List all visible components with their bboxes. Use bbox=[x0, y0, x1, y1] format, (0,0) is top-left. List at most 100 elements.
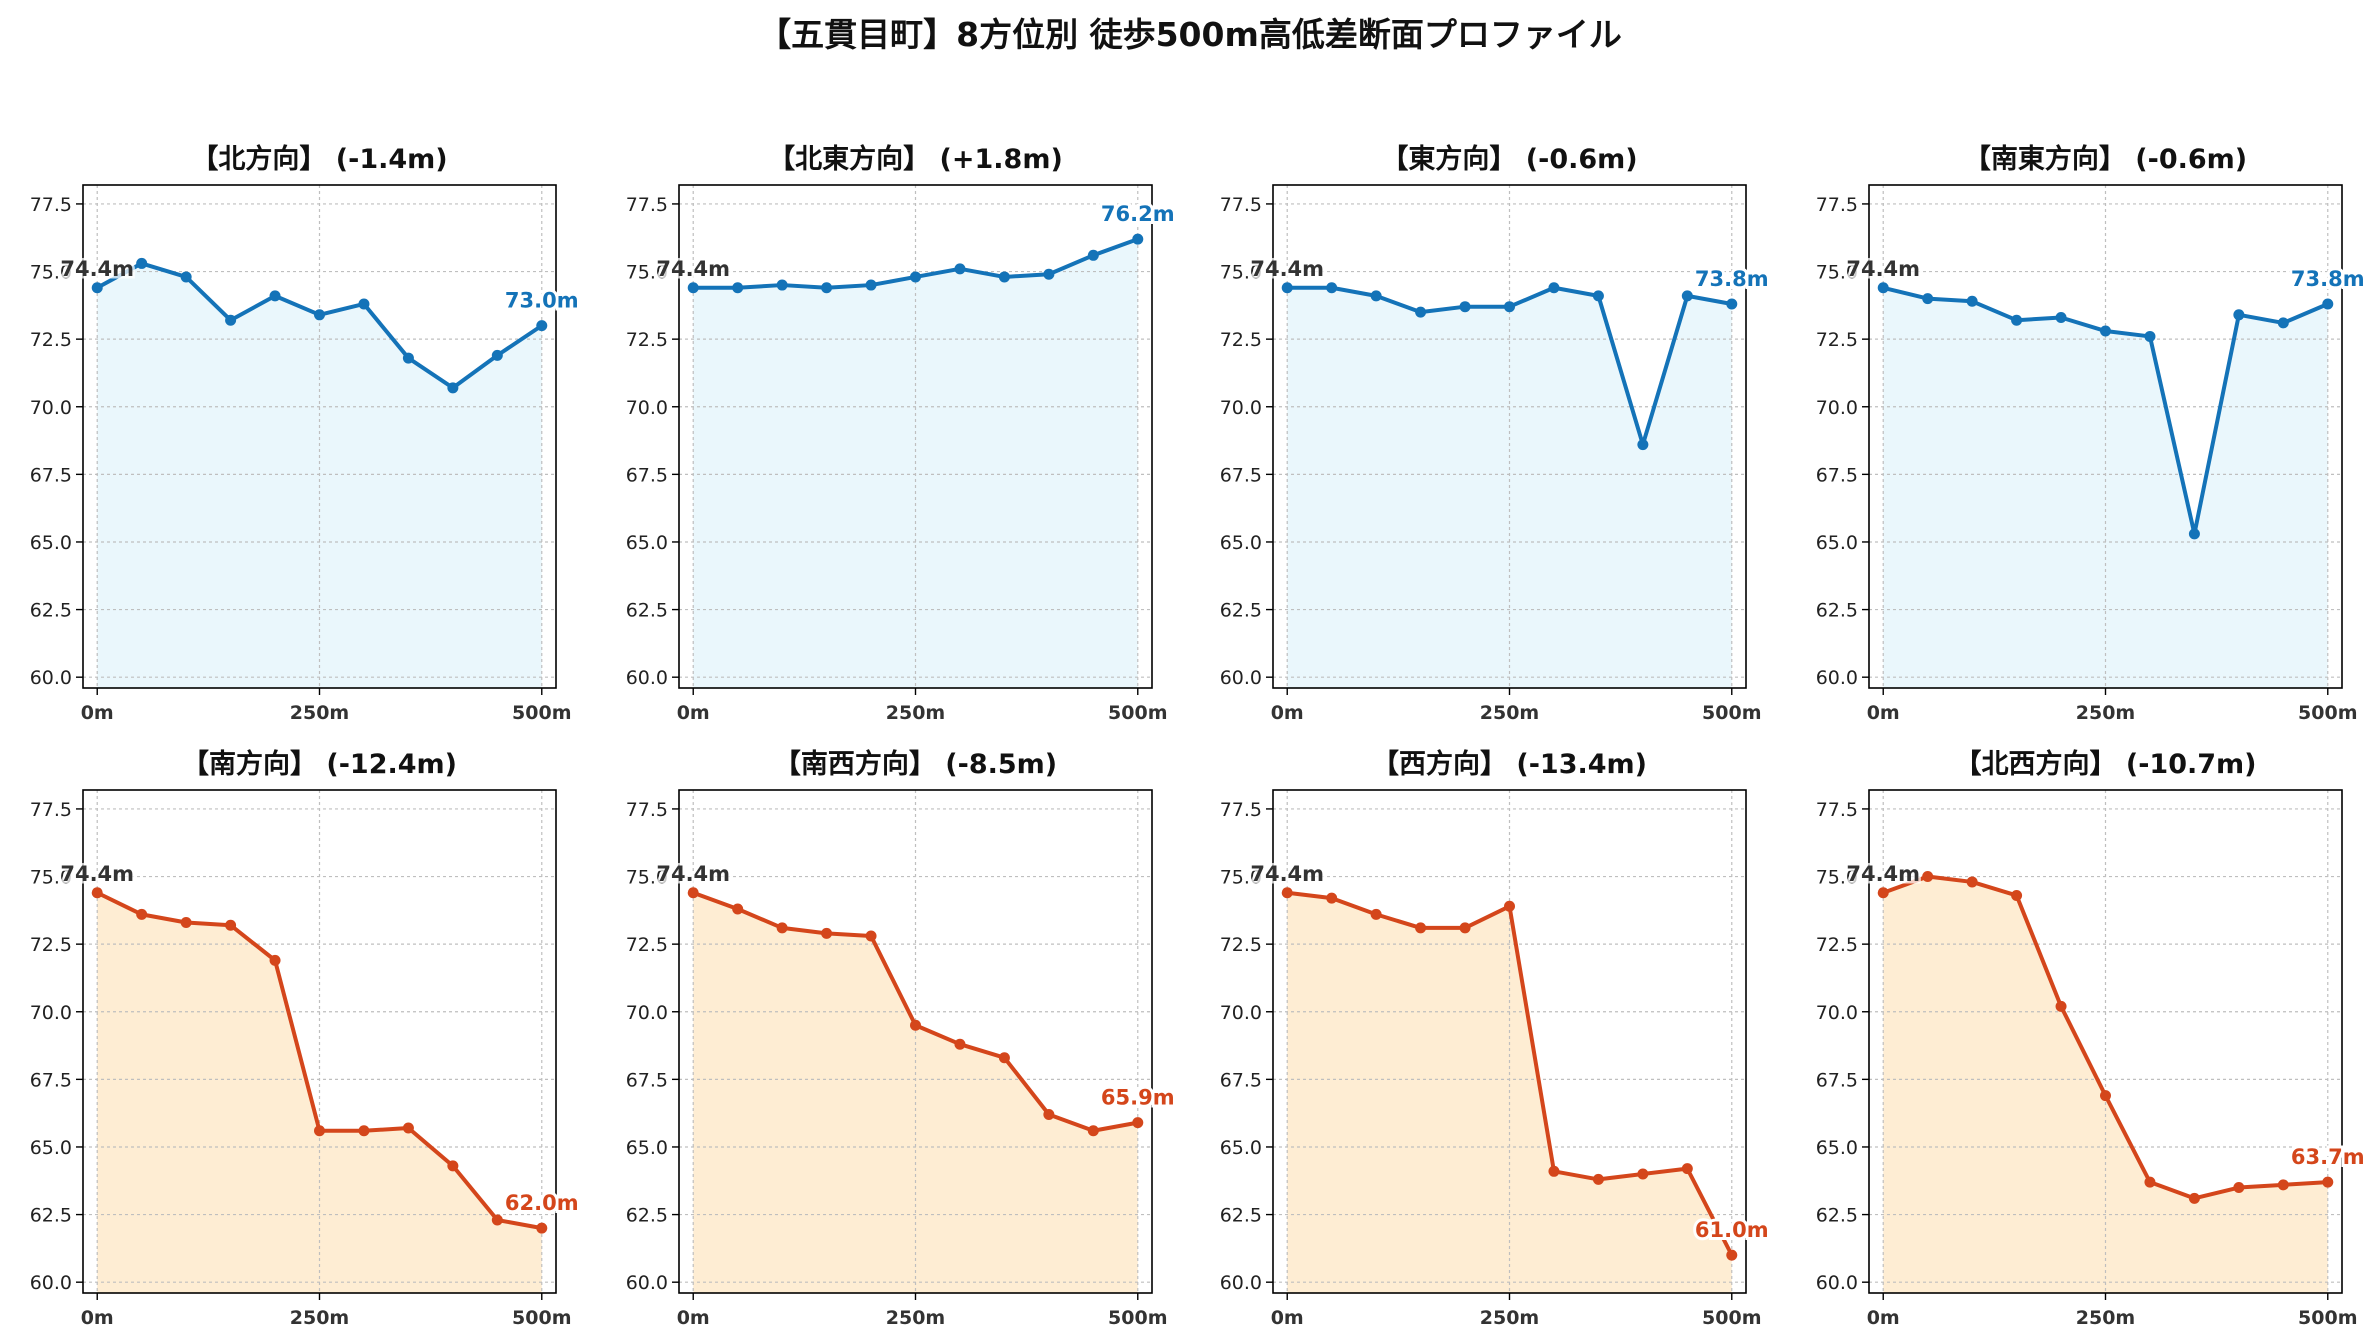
x-tick-label: 0m bbox=[81, 1307, 114, 1329]
data-point bbox=[269, 954, 281, 966]
y-tick-label: 77.5 bbox=[1220, 799, 1262, 821]
y-tick-label: 67.5 bbox=[626, 464, 668, 486]
x-tick-label: 250m bbox=[290, 702, 349, 724]
y-tick-label: 67.5 bbox=[30, 464, 72, 486]
plot-frame bbox=[1868, 789, 2343, 1294]
y-tick-label: 62.5 bbox=[1816, 600, 1858, 622]
y-tick-label: 70.0 bbox=[30, 1002, 72, 1024]
y-tick-label: 72.5 bbox=[30, 329, 72, 351]
data-point bbox=[180, 917, 192, 929]
data-point bbox=[1637, 439, 1649, 451]
y-tick-label: 77.5 bbox=[30, 799, 72, 821]
data-point bbox=[1592, 290, 1604, 302]
y-tick-label: 72.5 bbox=[30, 934, 72, 956]
y-tick-label: 60.0 bbox=[1816, 1272, 1858, 1294]
y-tick-label: 77.5 bbox=[1816, 194, 1858, 216]
y-tick-label: 75.0 bbox=[30, 867, 72, 889]
data-point bbox=[2011, 314, 2023, 326]
plot-frame bbox=[1272, 184, 1747, 689]
y-tick-label: 70.0 bbox=[1816, 1002, 1858, 1024]
data-point bbox=[180, 271, 192, 283]
y-tick-label: 62.5 bbox=[626, 1205, 668, 1227]
x-tick-label: 500m bbox=[1702, 702, 1761, 724]
data-point bbox=[732, 903, 744, 915]
data-point bbox=[1087, 249, 1099, 261]
data-point bbox=[998, 271, 1010, 283]
x-tick-label: 250m bbox=[886, 1307, 945, 1329]
y-tick-label: 65.0 bbox=[626, 532, 668, 554]
y-tick-label: 60.0 bbox=[626, 1272, 668, 1294]
y-tick-label: 70.0 bbox=[30, 397, 72, 419]
data-point bbox=[1459, 922, 1471, 934]
chart-panel-5: 【南西方向】 (-8.5m) 60.0 62.5 65.0 67.5 70.0 72.5 75… bbox=[626, 748, 1178, 1329]
y-tick-label: 75.0 bbox=[30, 262, 72, 284]
data-point bbox=[1877, 282, 1889, 294]
data-point bbox=[358, 298, 370, 310]
data-point bbox=[491, 1214, 503, 1226]
end-value-label: 65.9m bbox=[1101, 1086, 1175, 1110]
data-point bbox=[2100, 325, 2111, 337]
data-point bbox=[447, 1160, 459, 1172]
data-point bbox=[1877, 887, 1889, 899]
panel-title: 【北西方向】 (-10.7m) bbox=[1954, 748, 2256, 780]
y-tick-label: 70.0 bbox=[1220, 1002, 1262, 1024]
data-point bbox=[1504, 301, 1515, 313]
chart-panel-3: 【南東方向】 (-0.6m) 60.0 62.5 65.0 67.5 70.0 72.5 75… bbox=[1816, 143, 2368, 724]
x-tick-label: 500m bbox=[2298, 1307, 2357, 1329]
y-tick-label: 72.5 bbox=[1220, 329, 1262, 351]
area-fill bbox=[97, 892, 542, 1293]
data-point bbox=[776, 279, 788, 291]
y-tick-label: 75.0 bbox=[1816, 867, 1858, 889]
data-point bbox=[536, 1222, 548, 1234]
data-point bbox=[1726, 1249, 1738, 1261]
panel-title: 【北東方向】 (+1.8m) bbox=[768, 143, 1063, 175]
panel-title: 【北方向】 (-1.4m) bbox=[191, 143, 447, 175]
data-point bbox=[314, 309, 325, 321]
plot-frame bbox=[678, 184, 1153, 689]
data-point bbox=[1326, 892, 1338, 904]
y-tick-label: 67.5 bbox=[1816, 464, 1858, 486]
data-point bbox=[1087, 1125, 1099, 1137]
x-tick-label: 0m bbox=[1271, 702, 1304, 724]
data-point bbox=[358, 1125, 370, 1137]
plot-frame bbox=[678, 789, 1153, 1294]
data-point bbox=[1281, 282, 1293, 294]
data-point bbox=[1592, 1173, 1604, 1185]
data-point bbox=[1281, 887, 1293, 899]
panel-title: 【西方向】 (-13.4m) bbox=[1372, 748, 1647, 780]
end-value-label: 73.0m bbox=[505, 289, 579, 313]
data-point bbox=[2055, 312, 2067, 324]
data-point bbox=[1681, 1163, 1693, 1175]
x-tick-label: 0m bbox=[1867, 1307, 1900, 1329]
plot-frame bbox=[82, 184, 557, 689]
data-point bbox=[1043, 268, 1055, 280]
y-tick-label: 70.0 bbox=[626, 397, 668, 419]
data-point bbox=[1548, 282, 1560, 294]
y-tick-label: 75.0 bbox=[1816, 262, 1858, 284]
y-tick-label: 62.5 bbox=[30, 600, 72, 622]
y-tick-label: 72.5 bbox=[1220, 934, 1262, 956]
data-point bbox=[1637, 1168, 1649, 1180]
y-tick-label: 60.0 bbox=[1220, 1272, 1262, 1294]
data-point bbox=[136, 908, 148, 920]
data-point bbox=[687, 282, 699, 294]
chart-panel-4: 【南方向】 (-12.4m) 60.0 62.5 65.0 67.5 70.0 72.5 75… bbox=[30, 748, 582, 1329]
x-tick-label: 250m bbox=[2076, 1307, 2135, 1329]
data-point bbox=[2144, 1176, 2156, 1188]
data-point bbox=[225, 314, 237, 326]
data-point bbox=[2322, 298, 2334, 310]
start-value-label: 74.4m bbox=[60, 862, 134, 886]
data-point bbox=[269, 290, 281, 302]
data-point bbox=[2188, 1192, 2200, 1204]
start-value-label: 74.4m bbox=[656, 862, 730, 886]
y-tick-label: 65.0 bbox=[1220, 532, 1262, 554]
data-point bbox=[954, 1038, 966, 1050]
data-point bbox=[1132, 1117, 1144, 1129]
plot-frame bbox=[82, 789, 557, 1294]
data-point bbox=[1370, 290, 1382, 302]
start-value-label: 74.4m bbox=[60, 257, 134, 281]
y-tick-label: 67.5 bbox=[1816, 1069, 1858, 1091]
data-point bbox=[1966, 295, 1978, 307]
y-tick-label: 65.0 bbox=[30, 1137, 72, 1159]
data-point bbox=[136, 257, 148, 269]
